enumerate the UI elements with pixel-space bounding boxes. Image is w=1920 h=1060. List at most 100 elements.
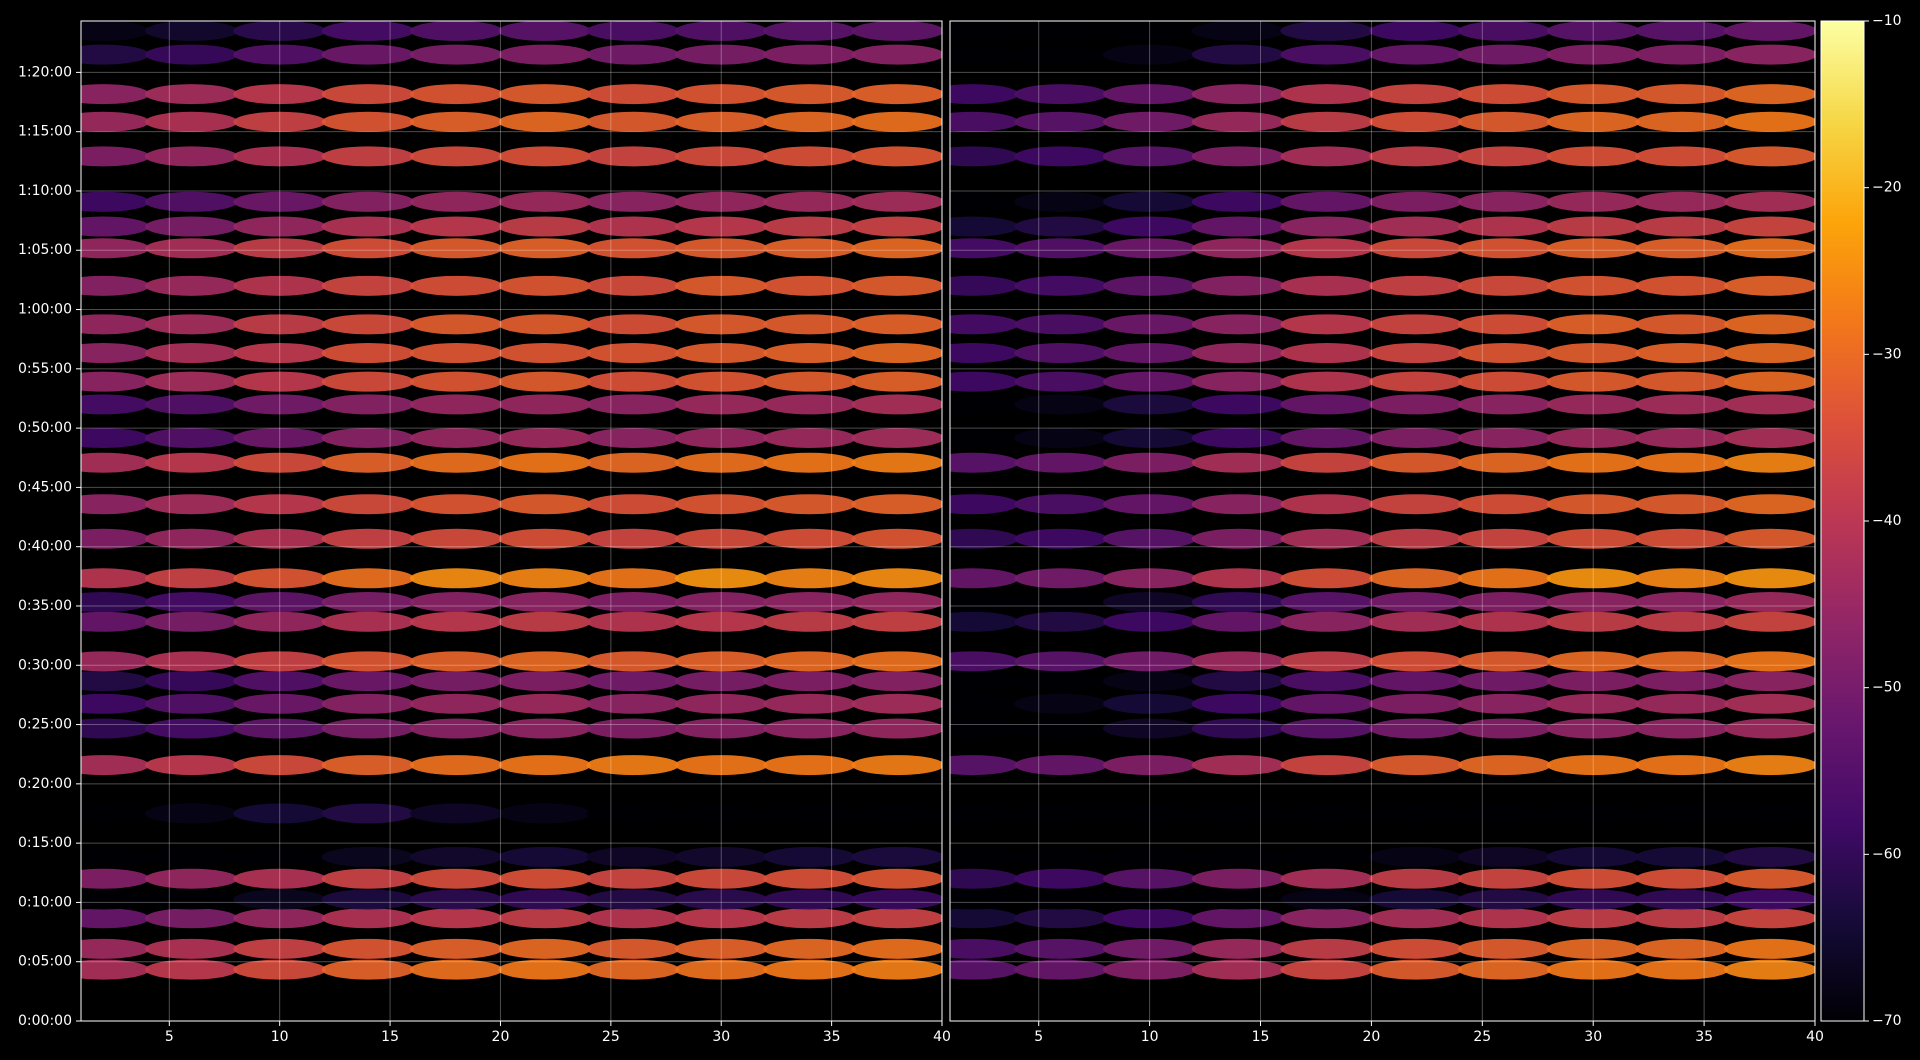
cell	[498, 846, 591, 867]
cell	[674, 494, 768, 515]
cell	[586, 343, 680, 364]
cell	[1724, 314, 1815, 335]
cell	[1546, 959, 1640, 980]
cell	[1546, 191, 1640, 212]
cell	[674, 371, 768, 392]
cell	[586, 568, 680, 589]
cell	[498, 889, 591, 910]
cell	[950, 146, 1019, 167]
cell	[1635, 959, 1729, 980]
cell	[145, 427, 238, 448]
cell	[1635, 651, 1729, 672]
cell	[409, 84, 503, 105]
cell	[1546, 568, 1640, 589]
cell	[950, 651, 1019, 672]
cell	[1191, 111, 1285, 132]
cell	[851, 671, 942, 692]
cell	[81, 592, 150, 613]
cell	[763, 528, 856, 549]
cell	[409, 803, 503, 824]
cell	[674, 111, 768, 132]
cell	[409, 314, 503, 335]
cell	[1635, 394, 1729, 415]
cell	[233, 238, 327, 259]
cell	[321, 528, 415, 549]
cell	[498, 755, 591, 776]
cell	[145, 394, 238, 415]
cell	[1724, 343, 1815, 364]
cell	[1014, 611, 1108, 632]
cell	[233, 803, 327, 824]
cell	[321, 343, 415, 364]
cell	[586, 803, 680, 824]
cell	[1635, 343, 1729, 364]
x-tick-label: 20	[1362, 1029, 1380, 1045]
cell	[1546, 671, 1640, 692]
cell	[1369, 611, 1463, 632]
cell	[1724, 394, 1815, 415]
cell	[851, 21, 942, 41]
cell	[1635, 371, 1729, 392]
cell	[950, 938, 1019, 959]
cell	[1546, 611, 1640, 632]
cell	[763, 651, 856, 672]
cell	[1724, 718, 1815, 739]
cell	[145, 846, 238, 867]
cell	[145, 191, 238, 212]
cell	[1369, 718, 1463, 739]
cell	[81, 314, 150, 335]
y-tick-label: 0:10:00	[18, 894, 72, 910]
y-tick-label: 1:15:00	[18, 124, 72, 140]
cell	[1369, 889, 1463, 910]
cell	[674, 889, 768, 910]
x-tick-label: 30	[712, 1029, 730, 1045]
cell	[1457, 216, 1552, 237]
cell	[498, 21, 591, 41]
cell	[1546, 908, 1640, 929]
cell	[498, 803, 591, 824]
cell	[851, 314, 942, 335]
cell	[409, 693, 503, 714]
cell	[950, 191, 1019, 212]
cell	[233, 314, 327, 335]
cell	[81, 868, 150, 889]
cell	[498, 592, 591, 613]
cell	[1724, 191, 1815, 212]
cell	[763, 343, 856, 364]
cell	[1369, 21, 1463, 41]
cell	[950, 568, 1019, 589]
cell	[1369, 494, 1463, 515]
cell	[1369, 671, 1463, 692]
cell	[1724, 671, 1815, 692]
cell	[1191, 275, 1285, 296]
cell	[498, 394, 591, 415]
cell	[1724, 611, 1815, 632]
cell	[1457, 394, 1552, 415]
cell	[145, 44, 238, 65]
cell	[1546, 427, 1640, 448]
cell	[145, 803, 238, 824]
cell	[81, 671, 150, 692]
cell	[1103, 755, 1197, 776]
cell	[1280, 568, 1374, 589]
cell	[950, 44, 1019, 65]
plot-layer: 5 10 15 20 25 30 35 40 5 10 15 20 25 30 35 40 0:00:00 0:0…	[18, 13, 1902, 1045]
cell	[233, 938, 327, 959]
cell	[1014, 959, 1108, 980]
cell	[1546, 846, 1640, 867]
cell	[1369, 452, 1463, 473]
cell	[81, 191, 150, 212]
cell	[1457, 191, 1552, 212]
cell	[1635, 275, 1729, 296]
cell	[1014, 868, 1108, 889]
cell	[1014, 938, 1108, 959]
cell	[1546, 343, 1640, 364]
cell	[674, 84, 768, 105]
cell	[1546, 592, 1640, 613]
cell	[1546, 889, 1640, 910]
cell	[851, 427, 942, 448]
cell	[950, 314, 1019, 335]
cell	[233, 216, 327, 237]
cell	[1457, 371, 1552, 392]
cell	[1191, 371, 1285, 392]
